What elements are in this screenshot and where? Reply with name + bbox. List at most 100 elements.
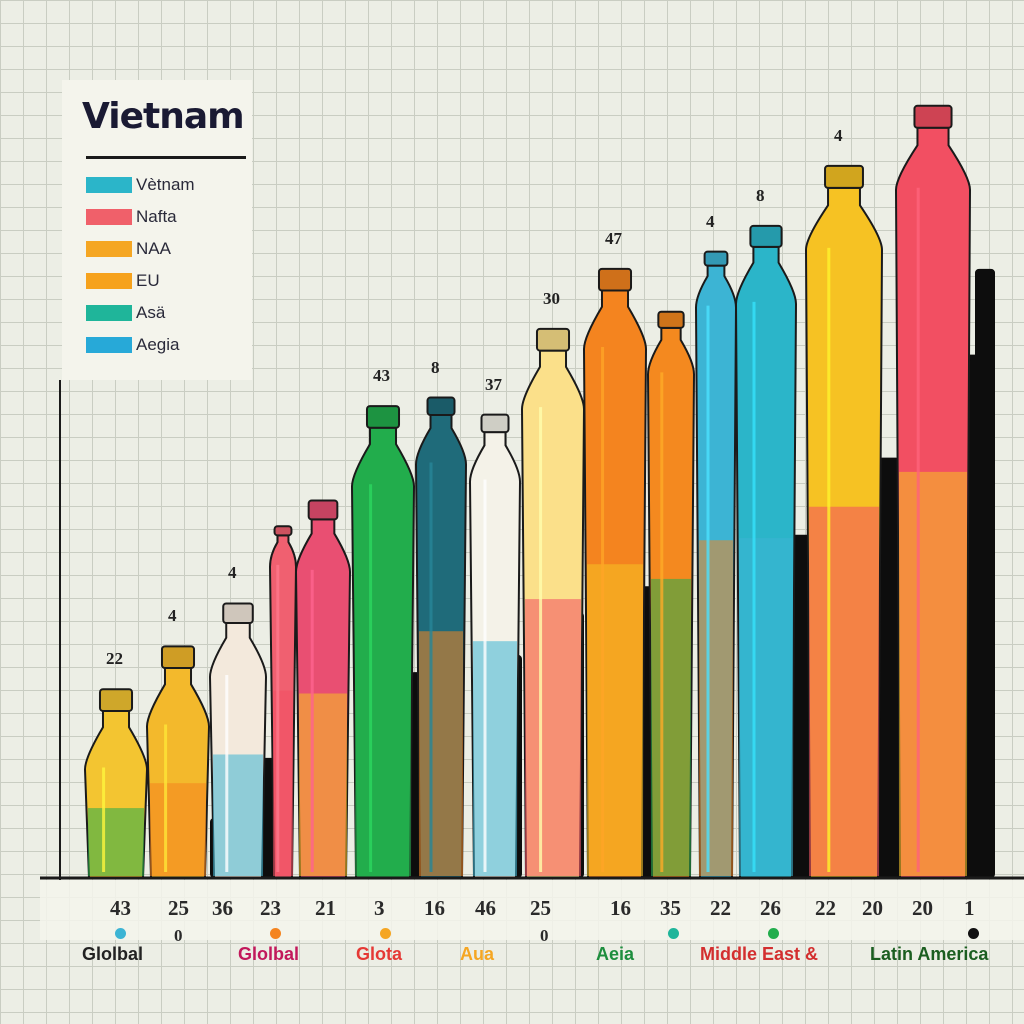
bottle-bar [582, 267, 648, 879]
black-bar [975, 268, 995, 878]
region-label: Glolbal [238, 944, 300, 964]
bottle-contents [699, 540, 733, 876]
bottle-contents [525, 599, 581, 876]
legend-swatch-icon [86, 337, 132, 353]
region-label: Glolbal [82, 944, 144, 964]
x-subtick-label: 0 [174, 926, 183, 945]
x-tick-label: 16 [610, 896, 631, 920]
bar-value-label: 30 [543, 288, 560, 308]
x-tick-label: 21 [315, 896, 336, 920]
legend-item-aegia: Aegia [86, 335, 179, 354]
region-dot-icon [270, 928, 281, 939]
bottle-bars-group [83, 104, 972, 879]
x-tick-label: 22 [710, 896, 731, 920]
region-dot-icon [968, 928, 979, 939]
x-tick-label: 25 [168, 896, 189, 920]
legend-item-nafta: Nafta [86, 207, 177, 226]
bottle-cap [657, 310, 685, 329]
legend-label: Asä [136, 303, 166, 322]
x-tick-label: 16 [424, 896, 445, 920]
legend-item-asa: Asä [86, 303, 166, 322]
bar-value-label: 22 [106, 649, 123, 669]
x-tick-label: 35 [660, 896, 681, 920]
bottle-bar [208, 602, 268, 879]
bottle-contents [273, 690, 293, 876]
bar-value-label: 4 [168, 606, 177, 626]
bar-value-label: 4 [834, 125, 843, 145]
bar-value-label: 37 [485, 374, 502, 394]
legend-swatch-icon [86, 241, 132, 257]
bottle-contents [150, 783, 206, 876]
legend: Vietnam Vètnam Nafta NAA EU Asä Aegia [62, 80, 252, 380]
x-tick-label: 36 [212, 896, 233, 920]
bottle-bar [468, 413, 522, 879]
legend-divider [86, 156, 246, 159]
bottle-cap [703, 250, 729, 267]
bottle-contents [651, 578, 691, 876]
x-tick-label: 1 [964, 896, 975, 920]
bottle-cap [426, 396, 456, 417]
region-label: Middle East & [700, 944, 819, 964]
region-label: Aua [460, 944, 495, 964]
bottle-cap [160, 645, 196, 670]
bottle-cap [365, 405, 401, 429]
bottle-contents [739, 538, 793, 876]
bar-value-label: 43 [373, 366, 390, 386]
x-tick-label: 22 [815, 896, 836, 920]
bottle-bar [294, 499, 352, 879]
bottle-cap [222, 602, 254, 625]
bottle-bar [646, 310, 696, 879]
bottle-cap [307, 499, 339, 521]
legend-label: NAA [136, 239, 171, 258]
region-label: Aeia [596, 944, 635, 964]
chart-title: Vietnam [82, 96, 245, 137]
region-dot-icon [115, 928, 126, 939]
bottle-cap [98, 688, 134, 712]
region-dot-icon [768, 928, 779, 939]
legend-swatch-icon [86, 305, 132, 321]
bottle-contents [213, 754, 263, 876]
legend-swatch-icon [86, 209, 132, 225]
bottle-contents [355, 643, 411, 876]
x-subtick-label: 0 [540, 926, 549, 945]
bar-value-label: 4 [706, 211, 715, 231]
region-dot-icon [380, 928, 391, 939]
x-tick-label: 43 [110, 896, 131, 920]
x-tick-label: 26 [760, 896, 781, 920]
x-tick-label: 20 [862, 896, 883, 920]
bottle-bar [694, 250, 738, 879]
bottle-contents [88, 808, 144, 876]
x-tick-label: 25 [530, 896, 551, 920]
legend-label: Nafta [136, 207, 177, 226]
x-axis-band [40, 880, 1024, 940]
x-tick-label: 46 [475, 896, 496, 920]
legend-item-eu: EU [86, 271, 160, 290]
bottle-contents [809, 506, 879, 876]
bar-value-label: 8 [431, 357, 440, 377]
bottle-cap [273, 525, 293, 537]
bottle-contents [419, 631, 463, 876]
legend-swatch-icon [86, 273, 132, 289]
region-dot-icon [668, 928, 679, 939]
x-tick-label: 23 [260, 896, 281, 920]
bottle-cap [749, 224, 783, 248]
bottle-bar [268, 525, 298, 879]
legend-swatch-icon [86, 177, 132, 193]
x-tick-label: 3 [374, 896, 385, 920]
region-label: Glota [356, 944, 403, 964]
region-label: Latin America [870, 944, 989, 964]
bottle-bar [804, 164, 884, 879]
legend-label: EU [136, 271, 160, 290]
bottle-bar [894, 104, 972, 879]
x-tick-label: 20 [912, 896, 933, 920]
bottle-bar [414, 396, 468, 879]
legend-label: Vètnam [136, 175, 195, 194]
bar-value-label: 47 [605, 228, 622, 248]
bottle-cap [824, 164, 864, 189]
legend-item-naa: NAA [86, 239, 171, 258]
bottle-contents [587, 564, 643, 876]
bottle-cap [913, 104, 953, 129]
bottle-contents [299, 693, 347, 876]
bottle-bar [350, 405, 416, 879]
